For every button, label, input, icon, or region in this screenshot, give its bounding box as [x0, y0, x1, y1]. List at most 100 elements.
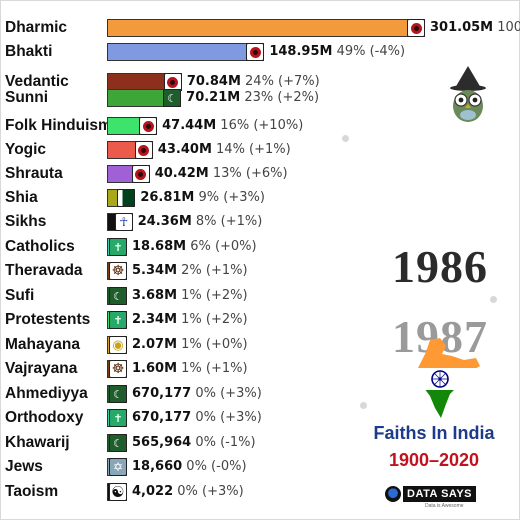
value-number: 301.05M — [430, 20, 494, 35]
bar-row: Vajrayana ☸ 1.60M 1% (+1%) — [0, 358, 520, 380]
category-label: Bhakti — [5, 43, 53, 60]
bar-row: Vedantic 70.84M 24% (+7%) — [0, 71, 520, 93]
category-label: Taoism — [5, 483, 59, 500]
decor-dot — [490, 296, 497, 303]
chakra-icon — [246, 43, 265, 61]
dharma-wheel-icon: ☸ — [109, 360, 127, 378]
chart-title: Faiths In India — [373, 423, 495, 443]
brand-logo: DATA SAYS Data is Awesome — [385, 484, 495, 512]
value-number: 3.68M — [132, 288, 178, 303]
khanda-icon: ☥ — [114, 213, 133, 231]
category-label: Folk Hinduism — [5, 117, 112, 134]
bar — [107, 19, 425, 37]
bar — [107, 43, 265, 61]
share-label: 1% (+2%) — [177, 288, 248, 303]
value-label: 4,022 0% (+3%) — [132, 481, 244, 503]
value-label: 26.81M 9% (+3%) — [140, 187, 265, 209]
value-number: 148.95M — [269, 44, 333, 59]
bar-row: Sunni ☾ 70.21M 23% (+2%) — [0, 87, 520, 109]
bar-row: Shia 26.81M 9% (+3%) — [0, 187, 520, 209]
chakra-icon — [131, 165, 150, 183]
chakra-icon — [134, 141, 153, 159]
buddha-icon: ◉ — [109, 336, 127, 354]
bar-row: Mahayana ◉ 2.07M 1% (+0%) — [0, 334, 520, 356]
category-label: Theravada — [5, 262, 83, 279]
share-label: 0% (+3%) — [173, 484, 244, 499]
share-label: 1% (+0%) — [177, 337, 248, 352]
value-number: 24.36M — [137, 214, 192, 229]
category-label: Catholics — [5, 238, 75, 255]
brand-globe-icon — [385, 486, 401, 502]
value-number: 70.84M — [186, 74, 241, 89]
value-number: 26.81M — [140, 190, 195, 205]
cross-icon: ✝ — [109, 238, 127, 256]
value-number: 2.34M — [132, 312, 178, 327]
bar-row: Yogic 43.40M 14% (+1%) — [0, 139, 520, 161]
value-label: 565,964 0% (-1%) — [132, 432, 256, 454]
share-label: 9% (+3%) — [194, 190, 265, 205]
value-label: 47.44M 16% (+10%) — [162, 115, 303, 137]
crescent-icon: ☾ — [163, 89, 182, 107]
share-label: 1% (+1%) — [177, 361, 248, 376]
value-number: 565,964 — [132, 435, 192, 450]
india-flag-map-icon — [404, 338, 480, 418]
bar-row: Catholics ✝ 18.68M 6% (+0%) — [0, 236, 520, 258]
value-label: 24.36M 8% (+1%) — [138, 211, 263, 233]
value-label: 43.40M 14% (+1%) — [158, 139, 291, 161]
value-label: 2.34M 1% (+2%) — [132, 309, 248, 331]
decor-dot — [360, 402, 367, 409]
pakistan-flag-icon — [117, 189, 136, 207]
share-label: 0% (+3%) — [191, 410, 262, 425]
share-label: 0% (-0%) — [182, 459, 247, 474]
crescent-icon: ☾ — [109, 434, 127, 452]
share-label: 0% (+3%) — [191, 386, 262, 401]
crescent-icon: ☾ — [109, 287, 127, 305]
brand-tagline: Data is Awesome — [425, 503, 464, 509]
share-label: 1% (+2%) — [177, 312, 248, 327]
value-number: 18.68M — [132, 239, 187, 254]
value-label: 18.68M 6% (+0%) — [132, 236, 257, 258]
cross-icon: ✝ — [109, 409, 127, 427]
category-label: Vajrayana — [5, 360, 78, 377]
bar-row: Shrauta 40.42M 13% (+6%) — [0, 163, 520, 185]
category-label: Shia — [5, 189, 38, 206]
value-number: 1.60M — [132, 361, 178, 376]
bar-row: Khawarij ☾ 565,964 0% (-1%) — [0, 432, 520, 454]
value-label: 70.84M 24% (+7%) — [187, 71, 320, 93]
star-of-david-icon: ✡ — [109, 458, 127, 476]
bar-row: Bhakti 148.95M 49% (-4%) — [0, 41, 520, 63]
year-range: 1900–2020 — [388, 450, 480, 470]
category-label: Sikhs — [5, 213, 47, 230]
category-label: Ahmediyya — [5, 385, 88, 402]
bar-row: Taoism ☯ 4,022 0% (+3%) — [0, 481, 520, 503]
share-label: 23% (+2%) — [240, 90, 320, 105]
brand-name: DATA SAYS — [403, 486, 477, 502]
cross-icon: ✝ — [109, 311, 127, 329]
value-label: 2.07M 1% (+0%) — [132, 334, 248, 356]
value-label: 1.60M 1% (+1%) — [132, 358, 248, 380]
category-label: Sunni — [5, 89, 49, 106]
share-label: 14% (+1%) — [211, 142, 291, 157]
share-label: 0% (-1%) — [191, 435, 256, 450]
chakra-icon — [139, 117, 158, 135]
category-label: Yogic — [5, 141, 47, 158]
decor-dot — [342, 135, 349, 142]
value-label: 18,660 0% (-0%) — [132, 456, 247, 478]
category-label: Sufi — [5, 287, 35, 304]
category-label: Jews — [5, 458, 43, 475]
bar-row: Jews ✡ 18,660 0% (-0%) — [0, 456, 520, 478]
category-label: Orthodoxy — [5, 409, 84, 426]
category-label: Vedantic — [5, 73, 69, 90]
share-label: 24% (+7%) — [240, 74, 320, 89]
value-number: 70.21M — [186, 90, 241, 105]
category-label: Dharmic — [5, 19, 68, 36]
share-label: 8% (+1%) — [191, 214, 263, 229]
value-label: 5.34M 2% (+1%) — [132, 260, 248, 282]
owl-mascot-icon — [450, 66, 486, 122]
bar-row: Dharmic 301.05M 100% — [0, 17, 520, 39]
bar-row: Folk Hinduism 47.44M 16% (+10%) — [0, 115, 520, 137]
value-number: 4,022 — [132, 484, 174, 499]
bar-row: Sufi ☾ 3.68M 1% (+2%) — [0, 285, 520, 307]
category-label: Protestents — [5, 311, 91, 328]
share-label: 16% (+10%) — [216, 118, 304, 133]
